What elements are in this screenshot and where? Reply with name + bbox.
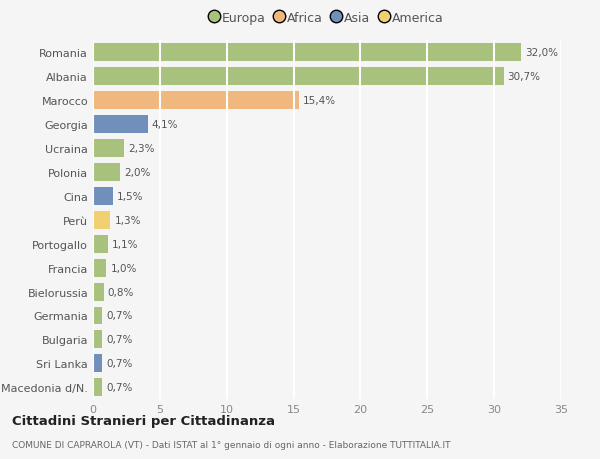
Text: 1,1%: 1,1%	[112, 239, 138, 249]
Bar	[93, 187, 113, 205]
Bar	[93, 378, 103, 396]
Bar	[93, 330, 103, 349]
Bar	[93, 44, 521, 62]
Text: 32,0%: 32,0%	[525, 48, 558, 58]
Text: 0,7%: 0,7%	[106, 358, 133, 369]
Text: 1,5%: 1,5%	[117, 191, 143, 202]
Text: 1,0%: 1,0%	[110, 263, 137, 273]
Text: COMUNE DI CAPRAROLA (VT) - Dati ISTAT al 1° gennaio di ogni anno - Elaborazione : COMUNE DI CAPRAROLA (VT) - Dati ISTAT al…	[12, 441, 451, 449]
Bar	[93, 92, 299, 110]
Bar	[93, 354, 103, 373]
Legend: Europa, Africa, Asia, America: Europa, Africa, Asia, America	[211, 12, 443, 25]
Text: 0,7%: 0,7%	[106, 335, 133, 345]
Text: 0,7%: 0,7%	[106, 311, 133, 321]
Text: 0,7%: 0,7%	[106, 382, 133, 392]
Text: 0,8%: 0,8%	[108, 287, 134, 297]
Bar	[93, 283, 104, 301]
Text: 30,7%: 30,7%	[508, 72, 541, 82]
Bar	[93, 259, 106, 277]
Bar	[93, 68, 503, 86]
Text: 15,4%: 15,4%	[303, 96, 336, 106]
Bar	[93, 140, 124, 157]
Bar	[93, 307, 103, 325]
Text: 1,3%: 1,3%	[115, 215, 141, 225]
Bar	[93, 235, 108, 253]
Text: Cittadini Stranieri per Cittadinanza: Cittadini Stranieri per Cittadinanza	[12, 414, 275, 428]
Bar	[93, 164, 120, 181]
Bar	[93, 211, 110, 229]
Bar	[93, 116, 148, 134]
Text: 4,1%: 4,1%	[152, 120, 178, 130]
Text: 2,3%: 2,3%	[128, 144, 154, 154]
Text: 2,0%: 2,0%	[124, 168, 150, 178]
